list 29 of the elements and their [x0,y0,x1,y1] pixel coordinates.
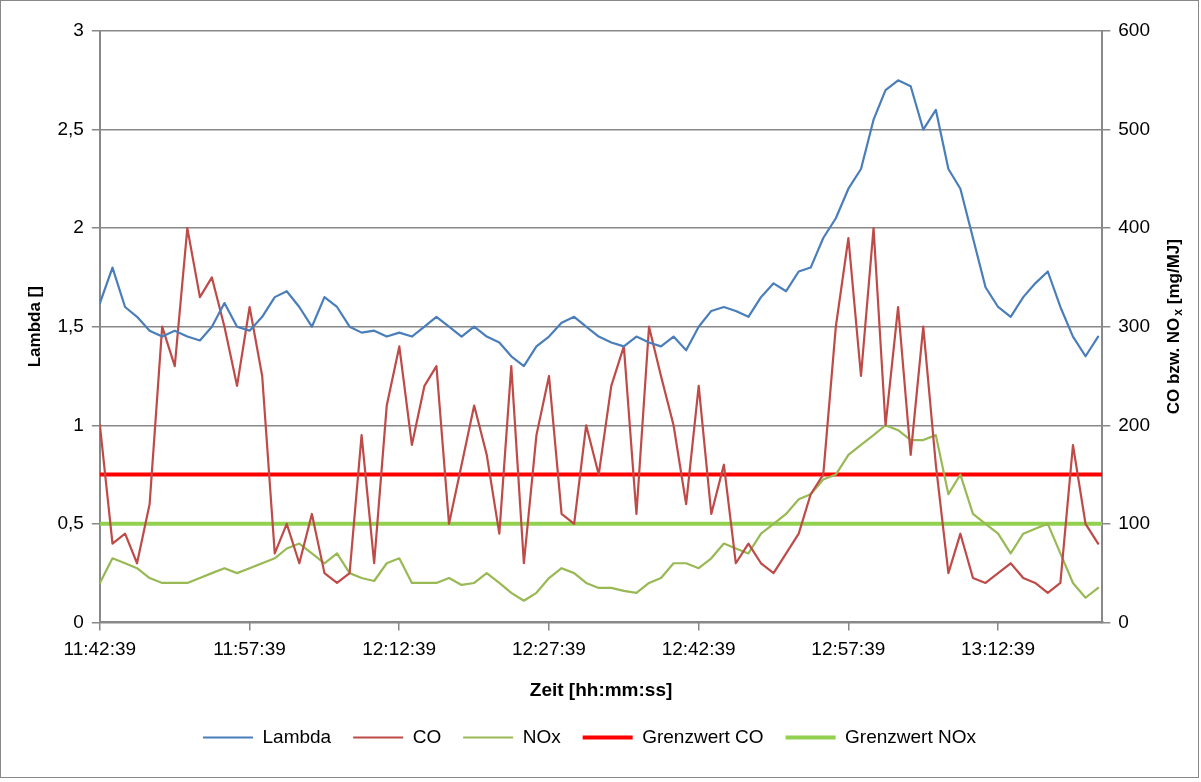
x-tick-label: 12:42:39 [661,638,736,660]
legend-label: Grenzwert NOx [845,725,977,747]
y2-tick-label: 500 [1118,117,1150,139]
y2-tick-label: 600 [1118,19,1150,41]
y-tick-label: 0 [73,610,84,632]
legend-label: Grenzwert CO [642,725,764,747]
legend-label: Lambda [262,725,332,747]
y-tick-label: 0,5 [57,512,84,534]
x-tick-label: 11:57:39 [213,638,286,660]
y2-tick-label: 0 [1118,610,1129,632]
y2-tick-label: 300 [1118,314,1150,336]
x-tick-label: 13:12:39 [961,638,1035,660]
y-tick-label: 3 [73,19,84,41]
y2-axis-title: CO bzw. NOx [mg/MJ] [1163,239,1186,415]
x-tick-label: 12:57:39 [811,638,886,660]
y-tick-label: 2 [73,216,84,238]
legend-label: NOx [522,725,562,747]
x-axis-title: Zeit [hh:mm:ss] [529,678,673,700]
y2-tick-label: 200 [1118,413,1150,435]
legend-label: CO [412,725,442,747]
x-tick-label: 12:27:39 [511,638,586,660]
y-tick-label: 2,5 [57,117,84,139]
y-axis-title: Lambda [] [24,286,44,368]
y-tick-label: 1 [73,413,84,435]
x-tick-label: 11:42:39 [63,638,137,660]
x-tick-label: 12:12:39 [362,638,437,660]
y-tick-label: 1,5 [57,314,84,336]
y2-tick-label: 400 [1118,216,1150,238]
y2-tick-label: 100 [1118,512,1150,534]
